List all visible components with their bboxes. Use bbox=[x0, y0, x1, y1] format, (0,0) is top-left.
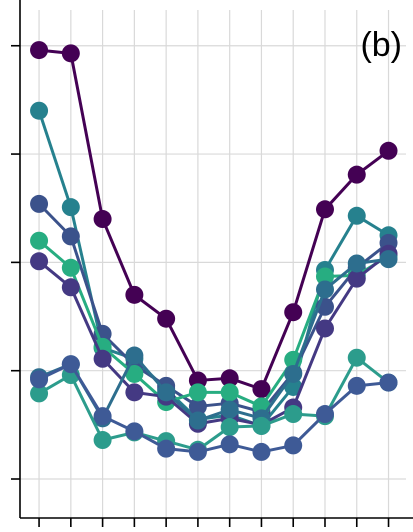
series-7-point-3 bbox=[125, 422, 144, 441]
series-7-point-1 bbox=[61, 355, 80, 374]
series-line-0 bbox=[38, 48, 390, 391]
series-7-point-0 bbox=[30, 370, 49, 389]
series-line-4 bbox=[38, 252, 390, 427]
series-4-point-10 bbox=[347, 269, 366, 288]
series-0-point-9 bbox=[315, 200, 334, 219]
series-3-point-3 bbox=[125, 364, 144, 383]
series-7-point-5 bbox=[188, 442, 207, 461]
series-6-point-2 bbox=[93, 431, 112, 450]
grid-lines bbox=[20, 10, 406, 518]
series-0-point-1 bbox=[61, 44, 80, 63]
series-4-point-3 bbox=[125, 383, 144, 402]
series-3-point-9 bbox=[315, 267, 334, 286]
series-5-point-9 bbox=[315, 280, 334, 299]
series-line-3 bbox=[38, 239, 390, 408]
series-7-point-11 bbox=[379, 373, 398, 392]
series-4-point-1 bbox=[61, 278, 80, 297]
series-0-point-10 bbox=[347, 165, 366, 184]
series-0-point-2 bbox=[93, 210, 112, 229]
series-3-point-0 bbox=[30, 231, 49, 250]
series-7-point-7 bbox=[252, 442, 271, 461]
series-3-point-1 bbox=[61, 258, 80, 277]
series-7-point-6 bbox=[220, 435, 239, 454]
series-5-point-11 bbox=[379, 250, 398, 269]
series-4-point-9 bbox=[315, 319, 334, 338]
series-5-point-5 bbox=[188, 411, 207, 430]
series-6-point-6 bbox=[220, 418, 239, 437]
series-group bbox=[30, 41, 398, 461]
series-7-point-4 bbox=[157, 439, 176, 458]
series-0-point-11 bbox=[379, 141, 398, 160]
series-5-point-8 bbox=[284, 364, 303, 383]
series-1-point-1 bbox=[61, 198, 80, 217]
series-5-point-10 bbox=[347, 254, 366, 273]
series-5-point-4 bbox=[157, 383, 176, 402]
series-0-point-4 bbox=[157, 309, 176, 328]
series-6-point-7 bbox=[252, 416, 271, 435]
series-0-point-8 bbox=[284, 303, 303, 322]
series-7-point-9 bbox=[315, 405, 334, 424]
series-1-point-0 bbox=[30, 101, 49, 120]
series-7-point-10 bbox=[347, 376, 366, 395]
series-line-1 bbox=[37, 110, 390, 428]
series-2-point-5 bbox=[188, 397, 207, 416]
axes bbox=[11, 0, 413, 527]
series-6-point-10 bbox=[347, 348, 366, 367]
panel-label: (b) bbox=[360, 26, 402, 64]
series-0-point-6 bbox=[220, 369, 239, 388]
series-line-6 bbox=[38, 356, 390, 452]
series-3-point-6 bbox=[220, 383, 239, 402]
series-7-point-8 bbox=[284, 436, 303, 455]
series-6-point-8 bbox=[284, 405, 303, 424]
series-0-point-3 bbox=[125, 285, 144, 304]
series-1-point-10 bbox=[347, 206, 366, 225]
series-6-point-0 bbox=[30, 384, 49, 403]
series-5-point-6 bbox=[220, 400, 239, 419]
series-4-point-0 bbox=[30, 252, 49, 271]
series-5-point-3 bbox=[125, 346, 144, 365]
series-0-point-7 bbox=[252, 380, 271, 399]
series-3-point-5 bbox=[188, 383, 207, 402]
series-0-point-0 bbox=[30, 41, 49, 60]
series-2-point-0 bbox=[30, 194, 49, 213]
series-7-point-2 bbox=[93, 407, 112, 426]
series-2-point-1 bbox=[61, 227, 80, 246]
series-4-point-2 bbox=[93, 349, 112, 368]
